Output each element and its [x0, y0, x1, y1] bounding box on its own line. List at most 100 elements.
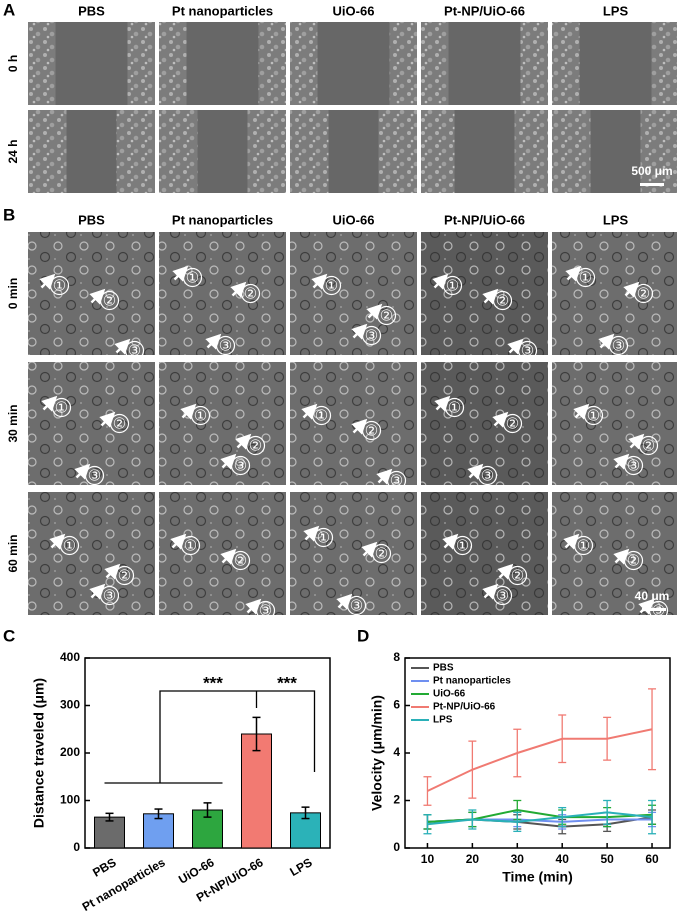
x-tick-label: 40	[556, 852, 570, 866]
marker-circle	[255, 600, 276, 621]
legend-label: PBS	[433, 663, 454, 674]
arrow	[563, 533, 580, 550]
marker-circle	[124, 340, 145, 361]
error-bar	[558, 806, 567, 828]
marker-circle	[240, 283, 261, 304]
marker-circle	[321, 275, 342, 296]
arrow	[482, 288, 499, 305]
marker-number: ①	[577, 537, 590, 554]
marker-circle	[444, 397, 465, 418]
cell-texture	[28, 362, 155, 485]
error-bar	[154, 808, 163, 820]
cell-texture	[290, 362, 417, 485]
error-bar	[301, 806, 310, 820]
marker-number: ③	[350, 597, 363, 614]
cell-texture	[290, 492, 417, 615]
marker-number: ②	[506, 415, 519, 432]
marker-number: ②	[627, 552, 640, 569]
arrow	[245, 598, 262, 615]
marker-number: ①	[579, 269, 592, 286]
arrow	[89, 583, 106, 600]
marker-number: ②	[511, 567, 524, 584]
cell-texture	[552, 362, 677, 485]
arrow	[301, 403, 318, 420]
marker-circle	[180, 535, 201, 556]
marker-circle	[442, 275, 463, 296]
error-bar	[468, 740, 477, 799]
error-bar	[513, 728, 522, 778]
marker-number: ②	[234, 552, 247, 569]
y-tick-label: 200	[60, 745, 80, 759]
y-tick-label: 0	[73, 840, 80, 854]
scale-bar	[640, 183, 664, 186]
arrow	[623, 281, 640, 298]
error-bar	[105, 812, 114, 822]
arrow	[613, 548, 630, 565]
arrow	[613, 453, 630, 470]
cell-texture	[28, 232, 155, 355]
arrow	[432, 273, 449, 290]
error-bar	[423, 776, 432, 806]
y-axis-title: Distance traveled (μm)	[31, 678, 47, 828]
marker-circle	[311, 405, 332, 426]
marker-number: ③	[627, 457, 640, 474]
arrow	[104, 563, 121, 580]
column-header: PBS	[78, 3, 105, 18]
marker-number: ①	[63, 537, 76, 554]
error-bar	[648, 799, 657, 835]
marker-circle	[59, 535, 80, 556]
marker-circle	[575, 267, 596, 288]
marker-number: ①	[456, 537, 469, 554]
row-label: 0 min	[6, 278, 20, 309]
marker-circle	[182, 267, 203, 288]
marker-circle	[230, 455, 251, 476]
arrow	[99, 411, 116, 428]
x-tick-label: 50	[600, 852, 614, 866]
column-header: LPS	[603, 212, 629, 227]
y-tick-label: 0	[393, 840, 400, 854]
marker-number: ③	[103, 587, 116, 604]
marker-number: ②	[642, 437, 655, 454]
panel-label: D	[357, 626, 369, 645]
marker-number: ②	[637, 285, 650, 302]
x-tick-label: 10	[421, 852, 435, 866]
arrow	[376, 468, 393, 485]
marker-number: ③	[612, 337, 625, 354]
arrow	[205, 333, 222, 350]
arrow	[482, 583, 499, 600]
error-bar	[603, 716, 612, 761]
error-bar	[423, 814, 432, 835]
marker-circle	[492, 585, 513, 606]
cell-texture	[552, 232, 677, 355]
series-line	[427, 811, 653, 826]
marker-number: ③	[521, 342, 534, 359]
marker-circle	[99, 290, 120, 311]
marker-circle	[313, 527, 334, 548]
wound-gap	[454, 110, 515, 193]
arrow	[497, 563, 514, 580]
marker-number: ③	[234, 457, 247, 474]
marker-circle	[84, 465, 105, 486]
arrow	[74, 463, 91, 480]
marker-circle	[623, 455, 644, 476]
marker-circle	[109, 413, 130, 434]
marker-number: ③	[481, 467, 494, 484]
error-bar	[203, 802, 212, 818]
marker-number: ②	[365, 422, 378, 439]
arrow	[336, 593, 353, 610]
error-bar	[252, 716, 261, 752]
x-tick-label: LPS	[287, 855, 314, 879]
marker-number: ②	[103, 292, 116, 309]
row-label: 0 h	[6, 55, 20, 72]
significance: ***	[203, 673, 223, 692]
marker-number: ①	[587, 407, 600, 424]
arrow	[41, 395, 58, 412]
marker-circle	[452, 535, 473, 556]
marker-number: ③	[365, 327, 378, 344]
arrow	[366, 303, 383, 320]
column-header: Pt-NP/UiO-66	[444, 3, 525, 18]
marker-circle	[49, 275, 70, 296]
marker-number: ③	[219, 337, 232, 354]
